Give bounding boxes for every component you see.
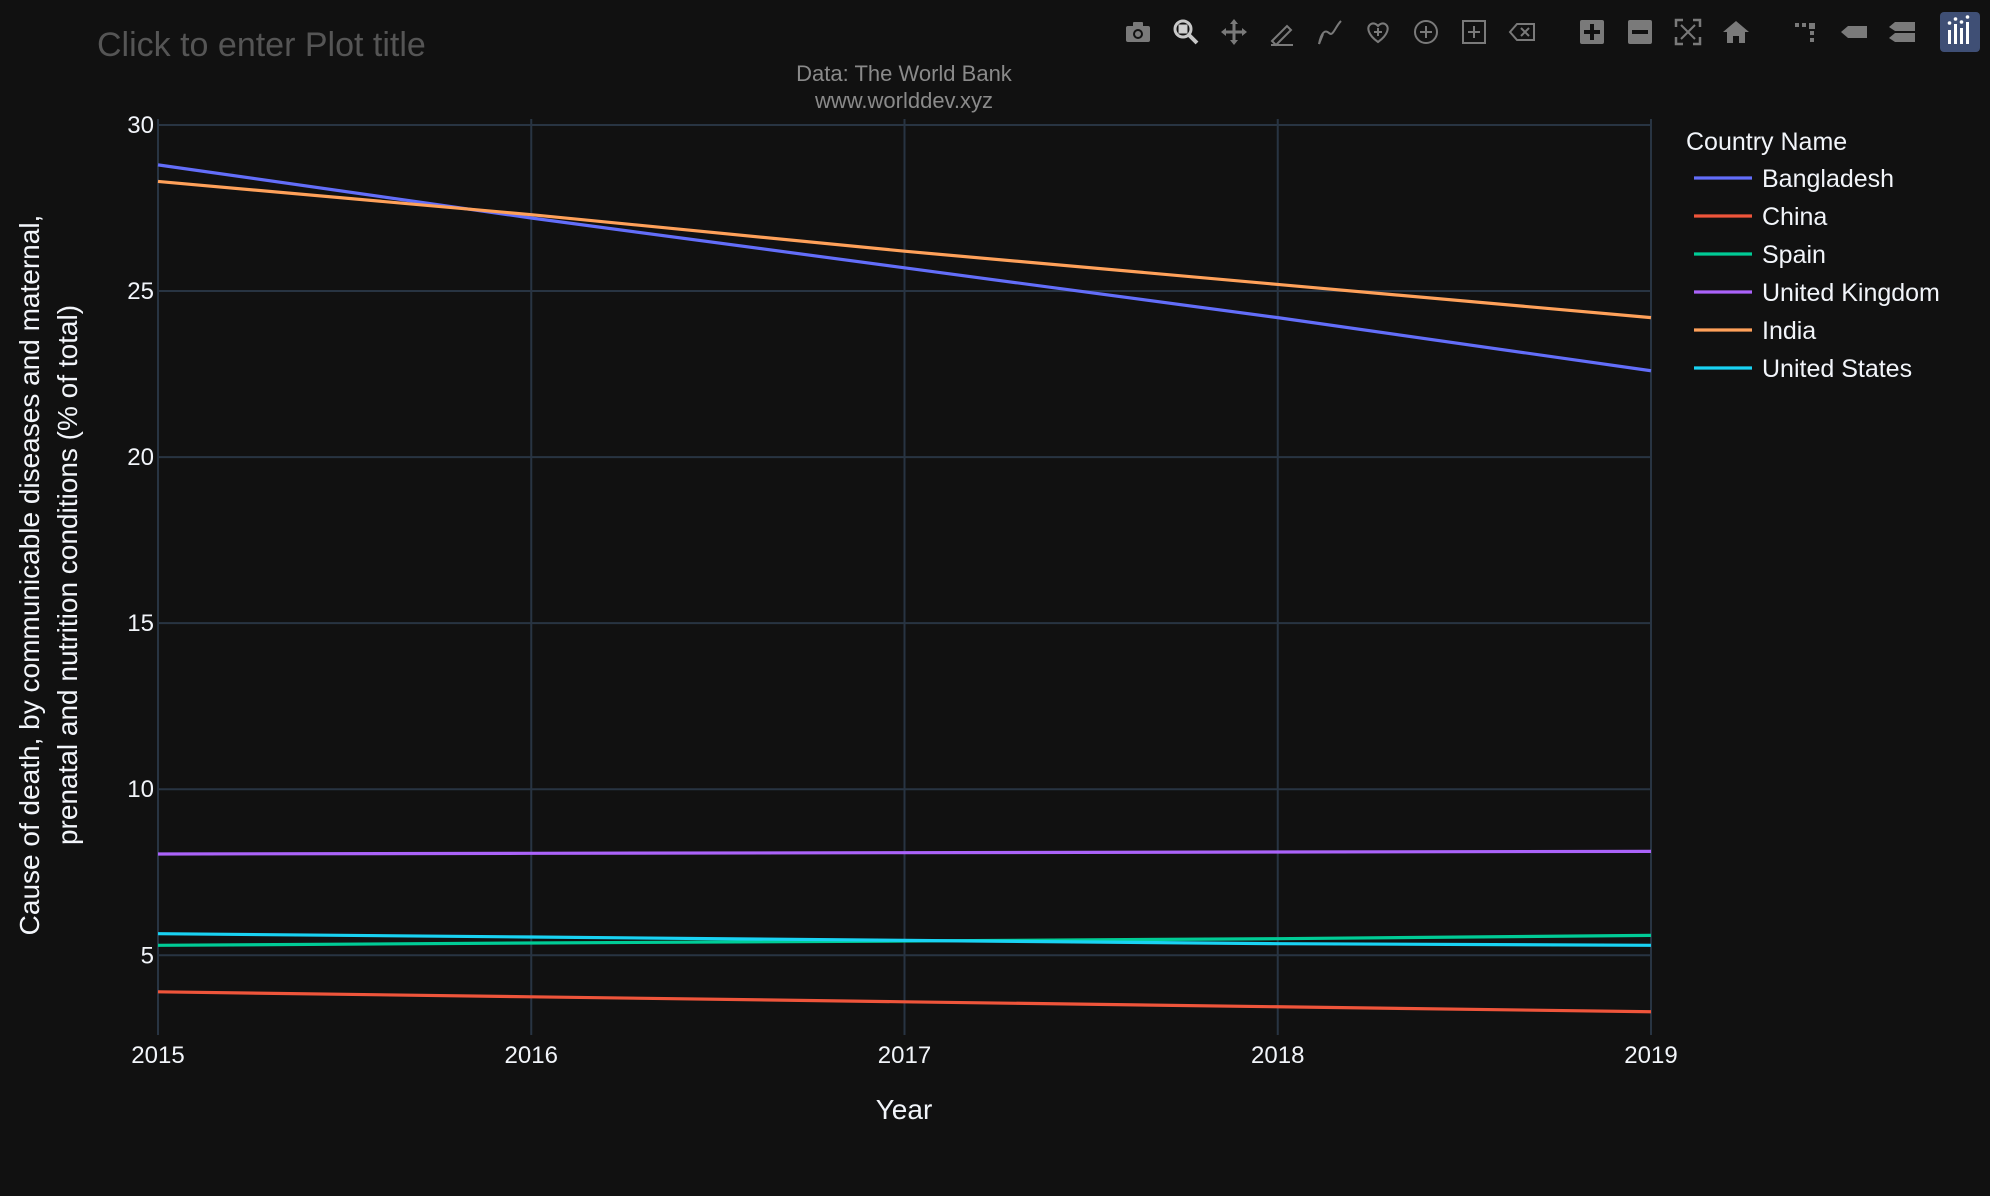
x-tick-label: 2016 xyxy=(505,1042,558,1069)
legend: Country Name Bangladesh China Spain United … xyxy=(1686,128,1940,383)
y-tick-label: 5 xyxy=(141,942,154,969)
legend-item-bangladesh[interactable]: Bangladesh xyxy=(1694,165,1894,193)
y-axis-title-line-1: Cause of death, by communicable diseases… xyxy=(14,215,45,936)
autoscale-icon[interactable] xyxy=(1664,12,1712,52)
legend-label: Bangladesh xyxy=(1762,165,1894,193)
y-tick-label: 25 xyxy=(127,278,154,305)
camera-icon[interactable] xyxy=(1114,12,1162,52)
x-tick-label: 2018 xyxy=(1251,1042,1304,1069)
legend-item-united-kingdom[interactable]: United Kingdom xyxy=(1694,279,1940,307)
series-line-united-kingdom[interactable] xyxy=(157,849,1652,856)
series-lines[interactable] xyxy=(157,163,1652,1014)
hover-closest-icon[interactable] xyxy=(1830,12,1878,52)
legend-label: United Kingdom xyxy=(1762,279,1940,307)
lasso-select-icon[interactable] xyxy=(1258,12,1306,52)
source-line-1: Data: The World Bank xyxy=(796,61,1013,86)
grid xyxy=(157,119,1652,1035)
zoom-icon[interactable] xyxy=(1162,12,1210,52)
zoom-out-icon[interactable] xyxy=(1616,12,1664,52)
legend-item-china[interactable]: China xyxy=(1694,203,1827,231)
legend-label: United States xyxy=(1762,355,1912,383)
series-line-bangladesh[interactable] xyxy=(157,163,1652,373)
x-tick-label: 2017 xyxy=(878,1042,931,1069)
plotly-logo-icon[interactable] xyxy=(1940,12,1980,52)
legend-item-united-states[interactable]: United States xyxy=(1694,355,1912,383)
y-tick-label: 15 xyxy=(127,610,154,637)
plot-title-placeholder[interactable]: Click to enter Plot title xyxy=(97,26,426,64)
legend-item-spain[interactable]: Spain xyxy=(1694,241,1826,269)
series-line-united-states[interactable] xyxy=(157,932,1652,947)
axis-ticks: 5 10 15 20 25 30 2015 2016 2017 2018 2019 xyxy=(127,112,1677,1069)
legend-item-india[interactable]: India xyxy=(1694,317,1816,345)
draw-rect-icon[interactable] xyxy=(1450,12,1498,52)
x-tick-label: 2015 xyxy=(131,1042,184,1069)
x-axis-title: Year xyxy=(876,1094,933,1125)
spike-lines-icon[interactable] xyxy=(1782,12,1830,52)
pan-icon[interactable] xyxy=(1210,12,1258,52)
modebar xyxy=(1092,12,1990,52)
draw-circle-icon[interactable] xyxy=(1402,12,1450,52)
erase-shape-icon[interactable] xyxy=(1498,12,1546,52)
series-line-india[interactable] xyxy=(157,179,1652,320)
reset-axes-icon[interactable] xyxy=(1712,12,1760,52)
y-tick-label: 20 xyxy=(127,444,154,471)
draw-open-path-icon[interactable] xyxy=(1306,12,1354,52)
legend-label: Spain xyxy=(1762,241,1826,269)
draw-closed-path-icon[interactable] xyxy=(1354,12,1402,52)
x-tick-label: 2019 xyxy=(1624,1042,1677,1069)
legend-title: Country Name xyxy=(1686,128,1847,156)
y-axis-title-line-2: prenatal and nutrition conditions (% of … xyxy=(52,305,83,845)
hover-compare-icon[interactable] xyxy=(1878,12,1926,52)
y-tick-label: 30 xyxy=(127,112,154,139)
y-tick-label: 10 xyxy=(127,776,154,803)
source-line-2: www.worlddev.xyz xyxy=(814,88,993,113)
legend-label: India xyxy=(1762,317,1816,345)
legend-label: China xyxy=(1762,203,1827,231)
y-axis-title: Cause of death, by communicable diseases… xyxy=(14,215,83,936)
series-line-china[interactable] xyxy=(157,990,1652,1014)
zoom-in-icon[interactable] xyxy=(1568,12,1616,52)
